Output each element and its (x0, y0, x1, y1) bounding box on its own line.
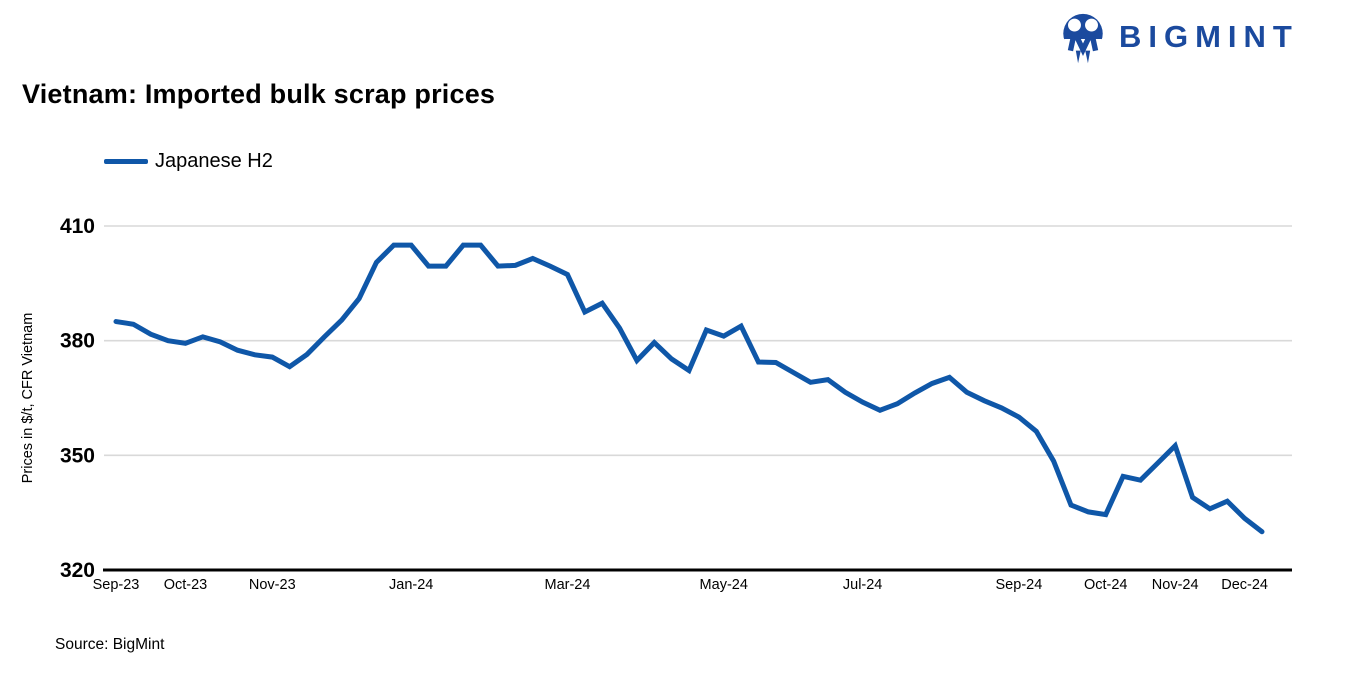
x-tick-label: Nov-24 (1152, 577, 1199, 593)
x-tick-label: Sep-23 (93, 577, 140, 593)
x-tick-label: Jan-24 (389, 577, 433, 593)
x-tick-label: Sep-24 (996, 577, 1043, 593)
x-tick-label: Mar-24 (544, 577, 590, 593)
legend-label: Japanese H2 (155, 149, 273, 172)
y-tick-label: 350 (60, 444, 95, 467)
x-tick-label: Jul-24 (843, 577, 883, 593)
x-tick-label: Nov-23 (249, 577, 296, 593)
bigmint-logo-text: BIGMINT (1119, 19, 1299, 54)
page-title: Vietnam: Imported bulk scrap prices (22, 79, 496, 109)
legend: Japanese H2 (104, 149, 273, 173)
bigmint-logo-icon (1063, 13, 1103, 64)
bigmint-logo: BIGMINT (1060, 13, 1299, 65)
y-tick-label: 410 (60, 215, 95, 238)
y-tick-label: 380 (60, 330, 95, 353)
x-tick-label: Oct-24 (1084, 577, 1128, 593)
x-tick-label: Dec-24 (1221, 577, 1268, 593)
x-tick-label: May-24 (700, 577, 748, 593)
y-tick-label: 320 (60, 559, 95, 582)
series-line-japanese-h2 (113, 242, 1265, 535)
legend-line-swatch (104, 158, 148, 164)
y-axis-title: Prices in $/t, CFR Vietnam (20, 313, 36, 484)
x-tick-label: Oct-23 (164, 577, 208, 593)
source-note: Source: BigMint (55, 636, 165, 653)
